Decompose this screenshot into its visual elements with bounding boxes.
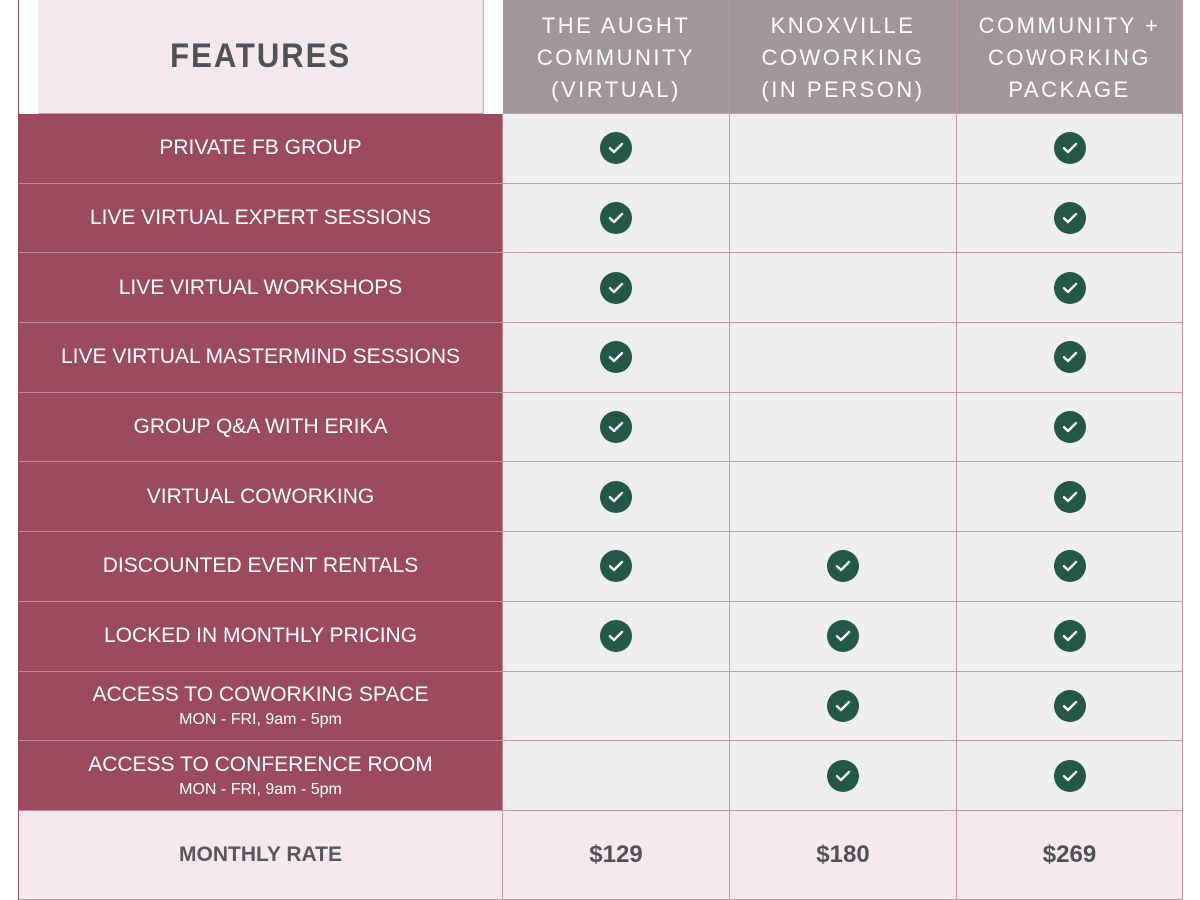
feature-cell [730,601,957,672]
feature-row-label: PRIVATE FB GROUP [19,114,503,184]
feature-cell [503,253,730,324]
column-header-community-coworking-package: COMMUNITY + COWORKING PACKAGE [957,0,1183,114]
feature-cell [503,601,730,672]
check-circle-icon [600,480,632,513]
column-header-line: (VIRTUAL) [551,76,681,102]
check-circle-icon [600,271,632,304]
monthly-rate-value: $269 [957,810,1183,900]
monthly-rate-label: MONTHLY RATE [19,810,503,900]
feature-row-label: DISCOUNTED EVENT RENTALS [19,532,503,602]
feature-cell [503,183,730,254]
feature-label: ACCESS TO COWORKING SPACE [92,682,429,706]
check-circle-icon [1053,202,1086,235]
column-header-line: (IN PERSON) [761,76,925,102]
check-circle-icon [1053,550,1086,583]
column-header-line: PACKAGE [1008,76,1131,102]
features-header-label: FEATURES [170,37,352,75]
feature-label: LIVE VIRTUAL WORKSHOPS [118,275,403,299]
feature-cell [730,392,957,463]
feature-row-label: GROUP Q&A WITH ERIKA [19,392,503,463]
feature-row-label: LOCKED IN MONTHLY PRICING [19,601,503,672]
feature-label: LIVE VIRTUAL MASTERMIND SESSIONS [60,345,461,369]
feature-cell [957,532,1183,602]
feature-sublabel: MON - FRI, 9am - 5pm [179,780,342,798]
feature-cell [957,741,1183,811]
column-header-line: KNOXVILLE [770,12,916,38]
feature-cell [957,462,1183,533]
column-header-line: COMMUNITY [536,44,696,70]
feature-cell [957,323,1183,393]
feature-cell [730,671,957,742]
feature-cell [957,392,1183,463]
check-circle-icon [1053,689,1086,722]
monthly-rate-value: $180 [730,810,957,900]
check-circle-icon [827,550,859,583]
feature-label: ACCESS TO CONFERENCE ROOM [88,752,433,776]
check-circle-icon [827,620,859,653]
check-circle-icon [600,341,632,374]
feature-row-label: LIVE VIRTUAL WORKSHOPS [19,253,503,324]
check-circle-icon [1053,341,1086,374]
feature-cell [730,462,957,533]
check-circle-icon [1053,411,1086,444]
feature-cell [503,392,730,463]
column-header-line: THE AUGHT [541,12,691,38]
feature-label: DISCOUNTED EVENT RENTALS [102,554,419,578]
feature-cell [957,253,1183,324]
feature-row-label: LIVE VIRTUAL MASTERMIND SESSIONS [19,323,503,393]
feature-label: PRIVATE FB GROUP [159,136,362,160]
check-circle-icon [1053,759,1086,792]
column-header-line: COWORKING [761,44,925,70]
check-circle-icon [600,550,632,583]
check-circle-icon [600,132,632,165]
check-circle-icon [1053,271,1086,304]
feature-cell [503,741,730,811]
feature-cell [730,114,957,184]
feature-cell [957,183,1183,254]
column-header-knoxville-coworking: KNOXVILLE COWORKING (IN PERSON) [730,0,957,114]
column-header-line: COWORKING [987,44,1152,70]
feature-cell [730,323,957,393]
feature-row-label: ACCESS TO CONFERENCE ROOM MON - FRI, 9am … [19,741,503,811]
feature-row-label: VIRTUAL COWORKING [19,462,503,533]
feature-cell [730,532,957,602]
check-circle-icon [827,689,859,722]
check-circle-icon [600,620,632,653]
feature-sublabel: MON - FRI, 9am - 5pm [179,710,342,728]
monthly-rate-value: $129 [503,810,730,900]
feature-label: GROUP Q&A WITH ERIKA [133,415,388,439]
check-circle-icon [600,202,632,235]
feature-label: LOCKED IN MONTHLY PRICING [103,624,418,648]
feature-cell [503,532,730,602]
feature-label: VIRTUAL COWORKING [146,484,375,508]
feature-cell [503,114,730,184]
check-circle-icon [1053,132,1086,165]
feature-cell [730,741,957,811]
pricing-comparison-table: FEATURES THE AUGHT COMMUNITY (VIRTUAL) K… [18,0,1183,900]
feature-cell [730,183,957,254]
feature-cell [503,323,730,393]
column-header-aught-community: THE AUGHT COMMUNITY (VIRTUAL) [503,0,730,114]
feature-cell [503,671,730,742]
features-header: FEATURES [38,0,484,114]
column-header-line: COMMUNITY + [978,12,1161,38]
check-circle-icon [1053,480,1086,513]
feature-cell [957,671,1183,742]
feature-cell [957,601,1183,672]
feature-cell [503,462,730,533]
feature-row-label: ACCESS TO COWORKING SPACE MON - FRI, 9am … [19,671,503,742]
check-circle-icon [600,411,632,444]
feature-label: LIVE VIRTUAL EXPERT SESSIONS [89,206,432,230]
check-circle-icon [827,759,859,792]
feature-cell [730,253,957,324]
feature-row-label: LIVE VIRTUAL EXPERT SESSIONS [19,183,503,254]
feature-cell [957,114,1183,184]
check-circle-icon [1053,620,1086,653]
